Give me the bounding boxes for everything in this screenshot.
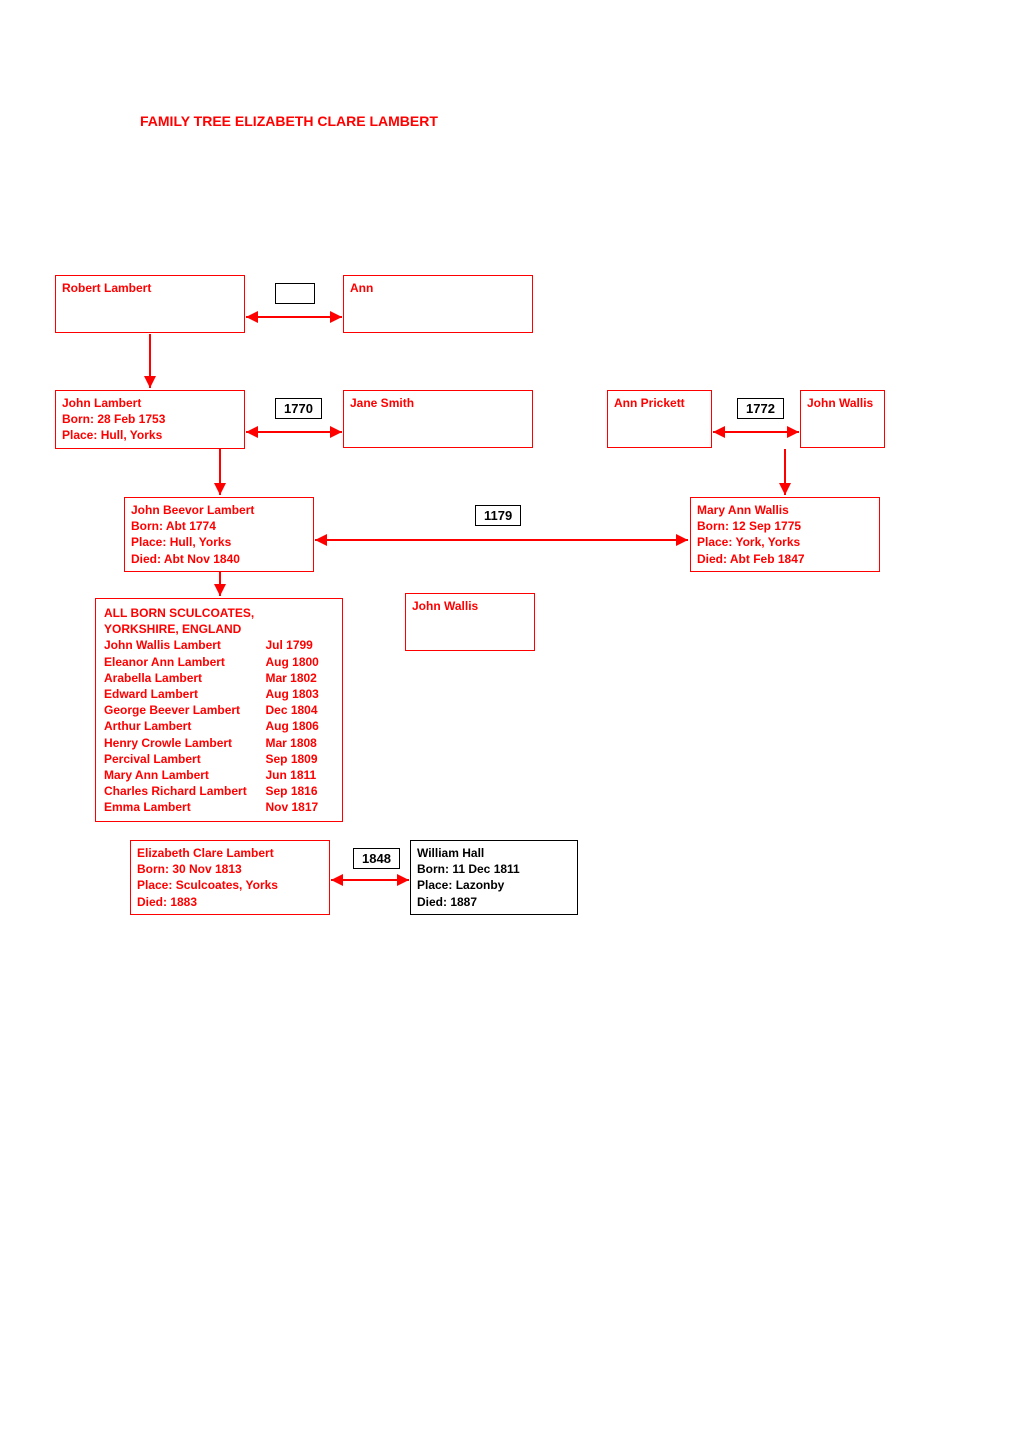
- person-line: Born: 28 Feb 1753: [62, 411, 238, 427]
- child-row: Eleanor Ann LambertAug 1800: [104, 654, 334, 670]
- person-ann-prickett: Ann Prickett: [607, 390, 712, 448]
- person-jane-smith: Jane Smith: [343, 390, 533, 448]
- person-john-lambert: John LambertBorn: 28 Feb 1753Place: Hull…: [55, 390, 245, 449]
- child-row: Arabella LambertMar 1802: [104, 670, 334, 686]
- child-date: Aug 1806: [265, 718, 334, 734]
- child-date: Aug 1800: [265, 654, 334, 670]
- person-line: Born: 11 Dec 1811: [417, 861, 571, 877]
- person-line: Place: Hull, Yorks: [62, 427, 238, 443]
- person-line: Died: 1883: [137, 894, 323, 910]
- child-date: Dec 1804: [265, 702, 334, 718]
- child-name: Charles Richard Lambert: [104, 783, 265, 799]
- person-line: Died: Abt Feb 1847: [697, 551, 873, 567]
- person-line: Ann Prickett: [614, 395, 705, 411]
- child-row: Emma LambertNov 1817: [104, 799, 334, 815]
- child-row: George Beever LambertDec 1804: [104, 702, 334, 718]
- marriage-year-1770: 1770: [275, 398, 322, 419]
- child-name: Arabella Lambert: [104, 670, 265, 686]
- marriage-year-1179: 1179: [475, 505, 521, 526]
- child-row: Edward LambertAug 1803: [104, 686, 334, 702]
- person-line: Place: York, Yorks: [697, 534, 873, 550]
- person-line: Mary Ann Wallis: [697, 502, 873, 518]
- person-line: John Wallis: [412, 598, 528, 614]
- person-line: William Hall: [417, 845, 571, 861]
- child-row: Charles Richard LambertSep 1816: [104, 783, 334, 799]
- person-line: Elizabeth Clare Lambert: [137, 845, 323, 861]
- child-name: John Wallis Lambert: [104, 637, 265, 653]
- child-name: Mary Ann Lambert: [104, 767, 265, 783]
- child-date: Nov 1817: [265, 799, 334, 815]
- person-ann: Ann: [343, 275, 533, 333]
- child-name: Arthur Lambert: [104, 718, 265, 734]
- child-name: Eleanor Ann Lambert: [104, 654, 265, 670]
- child-name: Henry Crowle Lambert: [104, 735, 265, 751]
- person-line: Place: Sculcoates, Yorks: [137, 877, 323, 893]
- person-john-wallis-sr: John Wallis: [800, 390, 885, 448]
- person-line: Ann: [350, 280, 526, 296]
- page-title: FAMILY TREE ELIZABETH CLARE LAMBERT: [140, 113, 438, 129]
- person-line: Died: Abt Nov 1840: [131, 551, 307, 567]
- child-date: Mar 1802: [265, 670, 334, 686]
- person-line: Died: 1887: [417, 894, 571, 910]
- person-mary-ann-wallis: Mary Ann WallisBorn: 12 Sep 1775Place: Y…: [690, 497, 880, 572]
- person-elizabeth-clare-lambert: Elizabeth Clare LambertBorn: 30 Nov 1813…: [130, 840, 330, 915]
- child-date: Jul 1799: [265, 637, 334, 653]
- child-name: Percival Lambert: [104, 751, 265, 767]
- person-line: John Beevor Lambert: [131, 502, 307, 518]
- person-line: Born: Abt 1774: [131, 518, 307, 534]
- person-line: Robert Lambert: [62, 280, 238, 296]
- person-line: Born: 12 Sep 1775: [697, 518, 873, 534]
- person-line: John Wallis: [807, 395, 878, 411]
- children-header: ALL BORN SCULCOATES,: [104, 605, 334, 621]
- child-date: Sep 1816: [265, 783, 334, 799]
- person-line: Jane Smith: [350, 395, 526, 411]
- person-robert-lambert: Robert Lambert: [55, 275, 245, 333]
- child-row: Arthur LambertAug 1806: [104, 718, 334, 734]
- marriage-year-blank: [275, 283, 315, 304]
- child-date: Sep 1809: [265, 751, 334, 767]
- child-date: Mar 1808: [265, 735, 334, 751]
- children-header: YORKSHIRE, ENGLAND: [104, 621, 334, 637]
- person-line: John Lambert: [62, 395, 238, 411]
- person-line: Place: Hull, Yorks: [131, 534, 307, 550]
- child-date: Jun 1811: [265, 767, 334, 783]
- child-row: Mary Ann LambertJun 1811: [104, 767, 334, 783]
- person-john-beevor-lambert: John Beevor LambertBorn: Abt 1774Place: …: [124, 497, 314, 572]
- person-line: Born: 30 Nov 1813: [137, 861, 323, 877]
- child-row: John Wallis LambertJul 1799: [104, 637, 334, 653]
- marriage-year-1772: 1772: [737, 398, 784, 419]
- child-row: Henry Crowle LambertMar 1808: [104, 735, 334, 751]
- child-date: Aug 1803: [265, 686, 334, 702]
- person-line: Place: Lazonby: [417, 877, 571, 893]
- child-name: George Beever Lambert: [104, 702, 265, 718]
- children-list: ALL BORN SCULCOATES,YORKSHIRE, ENGLANDJo…: [95, 598, 343, 822]
- marriage-year-1848: 1848: [353, 848, 400, 869]
- person-william-hall: William HallBorn: 11 Dec 1811Place: Lazo…: [410, 840, 578, 915]
- child-row: Percival LambertSep 1809: [104, 751, 334, 767]
- child-name: Emma Lambert: [104, 799, 265, 815]
- child-name: Edward Lambert: [104, 686, 265, 702]
- person-john-wallis-jr: John Wallis: [405, 593, 535, 651]
